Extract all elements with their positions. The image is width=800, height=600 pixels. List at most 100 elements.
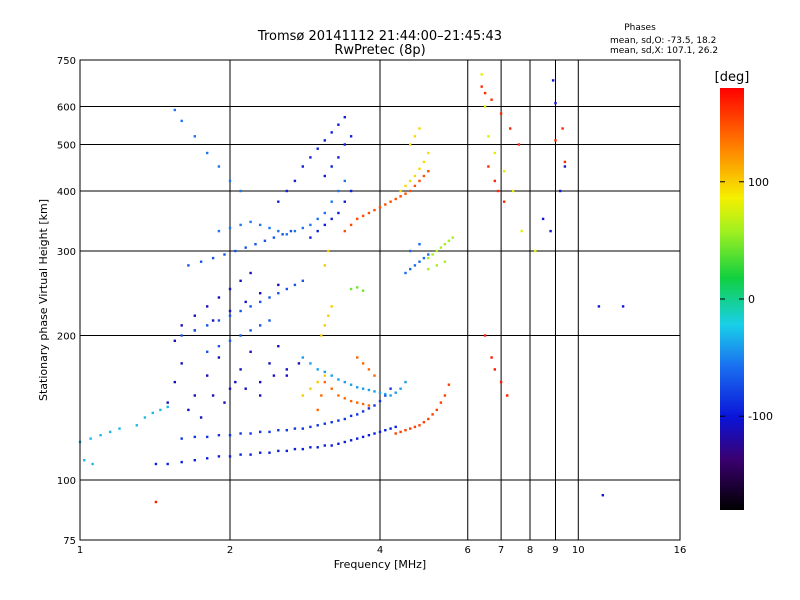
data-point	[166, 401, 169, 404]
data-point	[159, 408, 162, 412]
data-point	[330, 374, 333, 377]
plot-frame	[79, 59, 681, 541]
data-point	[193, 135, 196, 138]
data-point	[249, 329, 252, 332]
data-point	[239, 334, 242, 337]
data-point	[323, 422, 326, 425]
data-point	[277, 429, 280, 432]
data-point	[361, 289, 365, 292]
data-point	[330, 131, 333, 134]
data-point	[259, 451, 262, 454]
data-point	[409, 143, 412, 146]
data-point	[323, 223, 326, 227]
data-point	[180, 119, 183, 123]
data-point	[316, 446, 319, 449]
data-point	[404, 184, 407, 188]
data-point	[259, 223, 262, 227]
data-point	[309, 387, 312, 390]
data-point	[373, 390, 376, 393]
data-point	[367, 211, 371, 215]
data-point	[316, 217, 319, 221]
data-point	[384, 429, 387, 432]
data-point	[493, 151, 496, 155]
data-point	[373, 374, 376, 377]
data-point	[378, 391, 382, 394]
data-point	[89, 437, 92, 440]
data-point	[259, 300, 262, 304]
x-tick-label: 10	[572, 545, 585, 556]
data-point	[249, 350, 252, 353]
data-point	[394, 391, 397, 394]
data-point	[337, 378, 340, 381]
data-point	[554, 101, 557, 105]
axes: 1 2 4 6 8 10 16 7 9 75 100 200 300 400 500 600 750	[57, 56, 686, 556]
data-point	[337, 442, 340, 445]
data-point	[561, 127, 564, 130]
data-point	[373, 432, 376, 435]
y-tick-label: 300	[57, 247, 76, 258]
data-point	[409, 267, 412, 271]
data-point	[487, 165, 490, 168]
data-point	[289, 229, 293, 233]
data-point	[272, 374, 276, 377]
data-point	[404, 429, 407, 432]
data-point	[431, 413, 434, 416]
data-point	[316, 380, 319, 384]
data-point	[389, 427, 392, 430]
data-point	[193, 459, 196, 462]
data-point	[285, 368, 288, 371]
data-point	[422, 160, 426, 164]
data-point	[309, 223, 312, 227]
phases-legend-title: Phases	[624, 23, 656, 33]
data-point	[323, 370, 326, 374]
data-point	[187, 408, 190, 412]
data-point	[154, 500, 158, 504]
data-point	[206, 374, 209, 377]
data-point	[447, 239, 451, 242]
data-point	[316, 408, 319, 412]
data-point	[394, 197, 397, 201]
data-point	[180, 460, 183, 464]
data-point	[337, 211, 340, 215]
data-point	[323, 139, 326, 142]
data-point	[337, 189, 340, 193]
data-point	[206, 324, 209, 327]
data-point	[244, 387, 247, 390]
data-point	[483, 334, 487, 337]
data-point	[199, 260, 203, 263]
x-tick-label: 4	[377, 545, 383, 556]
data-point	[409, 249, 412, 253]
data-point	[249, 305, 252, 308]
data-point	[228, 287, 232, 291]
data-point	[268, 296, 271, 299]
data-point	[239, 309, 242, 313]
colorbar-tick-label: 0	[748, 293, 755, 306]
data-point	[431, 253, 434, 256]
data-point	[349, 189, 353, 193]
data-point	[173, 380, 176, 384]
data-point	[206, 457, 209, 460]
data-point	[330, 421, 333, 424]
data-point	[301, 165, 304, 168]
data-point	[193, 394, 196, 397]
data-point	[323, 380, 326, 384]
data-point	[597, 305, 601, 308]
phases-legend-x: mean, sd,X: 107.1, 26.2	[610, 46, 718, 56]
y-tick-label: 100	[57, 476, 76, 487]
data-point	[621, 305, 625, 308]
data-point	[249, 271, 252, 275]
data-point	[193, 329, 196, 332]
data-point	[316, 368, 319, 371]
data-point	[309, 425, 312, 429]
data-point	[337, 123, 340, 126]
x-tick-label: 6	[465, 545, 471, 556]
data-point	[394, 425, 397, 429]
data-point	[337, 394, 340, 397]
data-point	[337, 156, 340, 159]
data-point	[151, 411, 154, 415]
data-point	[239, 189, 242, 193]
data-point	[343, 397, 346, 400]
data-point	[228, 387, 232, 390]
data-point	[551, 79, 555, 82]
data-point	[217, 165, 221, 168]
